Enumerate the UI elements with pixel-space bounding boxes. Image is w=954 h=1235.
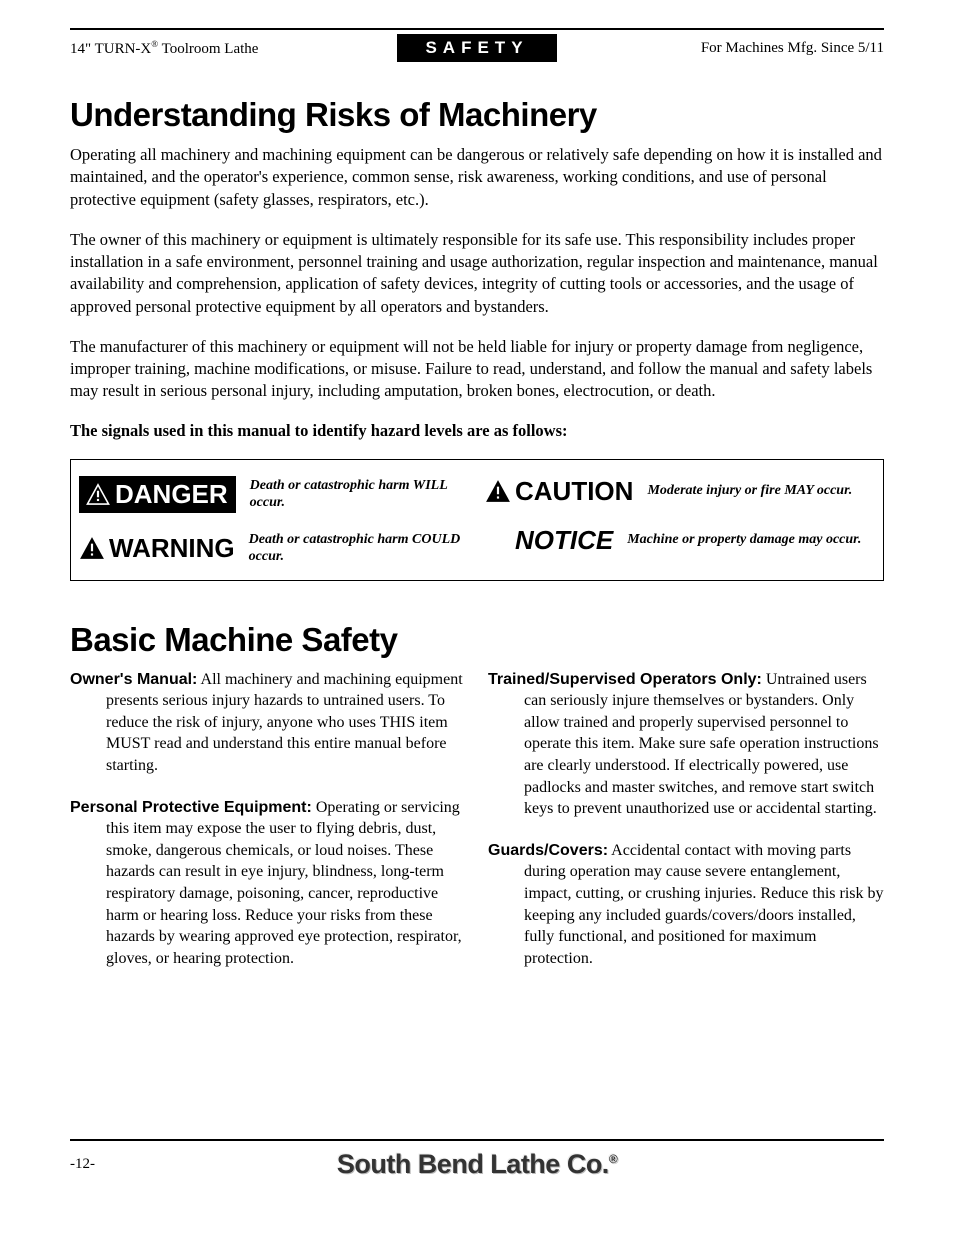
header-center-badge: SAFETY [397, 34, 556, 62]
item-ppe: Personal Protective Equipment: Operating… [70, 797, 466, 970]
warning-triangle-icon [85, 482, 111, 506]
company-reg: ® [609, 1152, 617, 1166]
hazard-col-right: CAUTION Moderate injury or fire MAY occu… [485, 476, 871, 566]
hazard-notice: NOTICE Machine or property damage may oc… [485, 525, 871, 556]
hazard-danger: DANGER Death or catastrophic harm WILL o… [79, 476, 465, 513]
section1-p1: Operating all machinery and machining eq… [70, 144, 884, 211]
lead-owners-manual: Owner's Manual: [70, 671, 197, 688]
page-number: -12- [70, 1156, 130, 1173]
caution-desc: Moderate injury or fire MAY occur. [647, 482, 852, 500]
page-footer: -12- South Bend Lathe Co.® [70, 1149, 884, 1180]
item-trained: Trained/Supervised Operators Only: Untra… [488, 669, 884, 820]
header-left-post: Toolroom Lathe [158, 41, 258, 57]
warning-word: WARNING [109, 533, 235, 564]
caution-word: CAUTION [515, 476, 633, 507]
hazard-caution: CAUTION Moderate injury or fire MAY occu… [485, 476, 871, 507]
notice-word: NOTICE [515, 525, 613, 556]
item-owners-manual: Owner's Manual: All machinery and machin… [70, 669, 466, 777]
page-header: 14" TURN-X® Toolroom Lathe SAFETY For Ma… [70, 34, 884, 62]
hazard-col-left: DANGER Death or catastrophic harm WILL o… [79, 476, 465, 566]
item-guards: Guards/Covers: Accidental contact with m… [488, 840, 884, 970]
section1-title: Understanding Risks of Machinery [70, 96, 884, 134]
top-rule [70, 28, 884, 30]
bottom-rule [70, 1139, 884, 1141]
warning-desc: Death or catastrophic harm COULD occur. [249, 531, 465, 566]
section1-p2: The owner of this machinery or equipment… [70, 229, 884, 318]
company-name: South Bend Lathe Co.® [130, 1149, 824, 1180]
warning-triangle-icon [485, 479, 511, 503]
notice-desc: Machine or property damage may occur. [627, 531, 861, 549]
company-text: South Bend Lathe Co. [337, 1149, 609, 1179]
safety-col-left: Owner's Manual: All machinery and machin… [70, 669, 466, 990]
section1-p4: The signals used in this manual to ident… [70, 421, 884, 441]
lead-trained: Trained/Supervised Operators Only: [488, 671, 762, 688]
bottom-spacer [70, 989, 884, 1139]
danger-label: DANGER [79, 476, 236, 513]
safety-two-col: Owner's Manual: All machinery and machin… [70, 669, 884, 990]
danger-word: DANGER [115, 479, 228, 510]
header-right: For Machines Mfg. Since 5/11 [557, 40, 884, 57]
warning-label: WARNING [79, 533, 235, 564]
section1-p3: The manufacturer of this machinery or eq… [70, 336, 884, 403]
notice-label: NOTICE [515, 525, 613, 556]
text-ppe: Operating or servicing this item may exp… [106, 799, 462, 967]
text-guards: Accidental contact with moving parts dur… [524, 842, 884, 967]
safety-col-right: Trained/Supervised Operators Only: Untra… [488, 669, 884, 990]
section2-title: Basic Machine Safety [70, 621, 884, 659]
header-left: 14" TURN-X® Toolroom Lathe [70, 39, 397, 58]
warning-triangle-icon [79, 536, 105, 560]
text-trained: Untrained users can seriously injure the… [524, 671, 879, 818]
lead-ppe: Personal Protective Equipment: [70, 799, 312, 816]
danger-desc: Death or catastrophic harm WILL occur. [250, 477, 465, 512]
hazard-warning: WARNING Death or catastrophic harm COULD… [79, 531, 465, 566]
caution-label: CAUTION [485, 476, 633, 507]
hazard-levels-box: DANGER Death or catastrophic harm WILL o… [70, 459, 884, 581]
header-left-pre: 14" TURN-X [70, 41, 151, 57]
lead-guards: Guards/Covers: [488, 842, 608, 859]
